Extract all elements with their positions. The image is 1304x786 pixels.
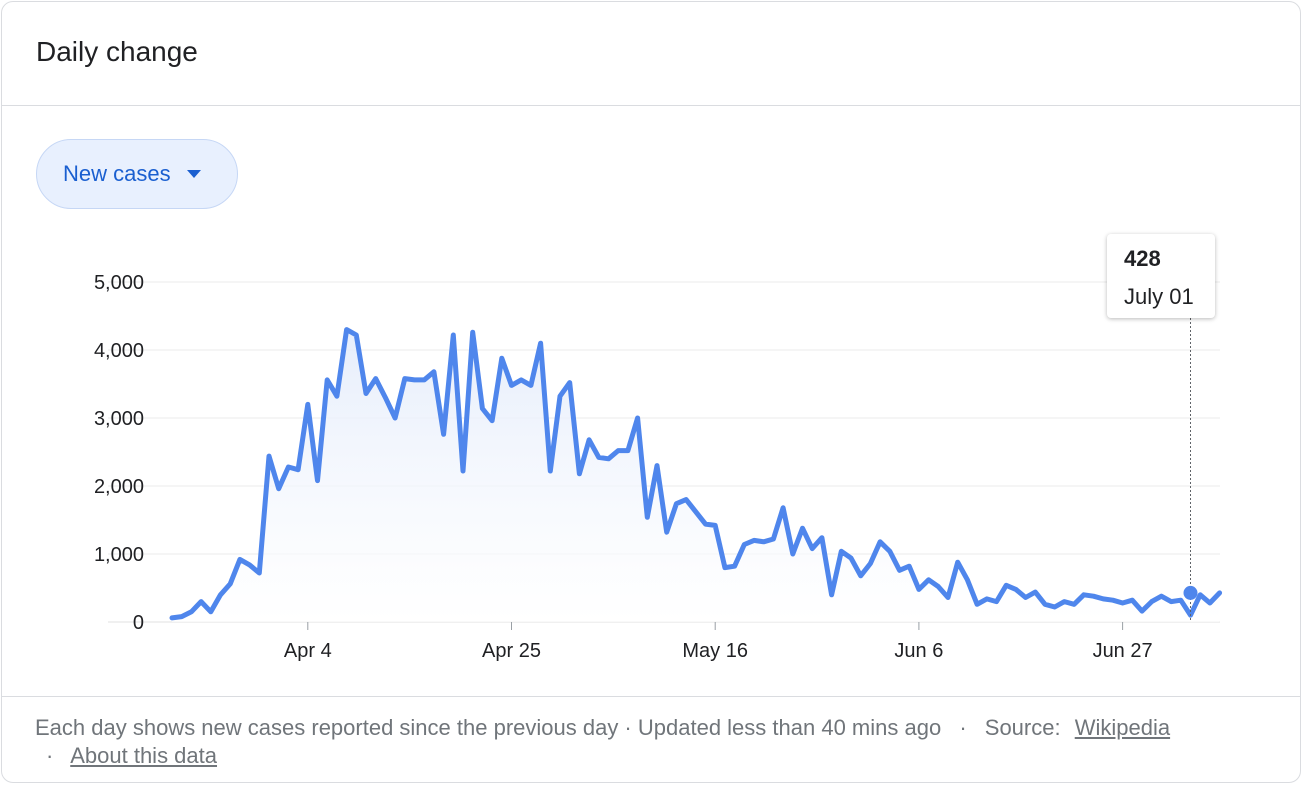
metric-dropdown-label: New cases — [63, 161, 171, 186]
source-link[interactable]: Wikipedia — [1074, 715, 1171, 740]
card-title: Daily change — [36, 36, 198, 67]
series-line — [169, 327, 1223, 621]
footer-line-1: Each day shows new cases reported since … — [35, 715, 1170, 741]
caret-down-icon — [186, 170, 201, 178]
tooltip-date: July 01 — [1124, 284, 1194, 309]
footer-separator: · — [959, 715, 967, 740]
footer-separator: · — [46, 743, 54, 768]
x-tick-label: Jun 6 — [894, 640, 943, 662]
footer-line-2: · About this data — [46, 743, 217, 769]
x-axis-labels: Apr 4 Apr 25 May 16 Jun 6 Jun 27 — [284, 622, 1153, 662]
y-tick-label: 1,000 — [94, 544, 144, 566]
chart-tooltip: 428 July 01 — [1107, 234, 1215, 318]
x-tick-label: Jun 27 — [1093, 640, 1153, 662]
y-tick-label: 4,000 — [94, 340, 144, 362]
card-header: Daily change — [2, 2, 1300, 106]
y-axis-labels: 0 1,000 2,000 3,000 4,000 5,000 — [94, 272, 144, 634]
x-tick-label: May 16 — [682, 640, 748, 662]
y-tick-label: 5,000 — [94, 272, 144, 294]
x-tick-label: Apr 4 — [284, 640, 332, 662]
card-footer: Each day shows new cases reported since … — [2, 696, 1300, 784]
highlight-point[interactable] — [1183, 585, 1198, 600]
about-data-link[interactable]: About this data — [70, 743, 218, 768]
tooltip-value: 428 — [1124, 246, 1161, 271]
y-tick-label: 3,000 — [94, 408, 144, 430]
x-tick-label: Apr 25 — [482, 640, 541, 662]
footer-note: Each day shows new cases reported since … — [35, 715, 942, 740]
series-area — [172, 329, 1220, 622]
metric-dropdown[interactable]: New cases — [36, 139, 238, 209]
source-label: Source: — [984, 715, 1061, 740]
y-tick-label: 2,000 — [94, 476, 144, 498]
y-tick-label: 0 — [133, 612, 144, 634]
